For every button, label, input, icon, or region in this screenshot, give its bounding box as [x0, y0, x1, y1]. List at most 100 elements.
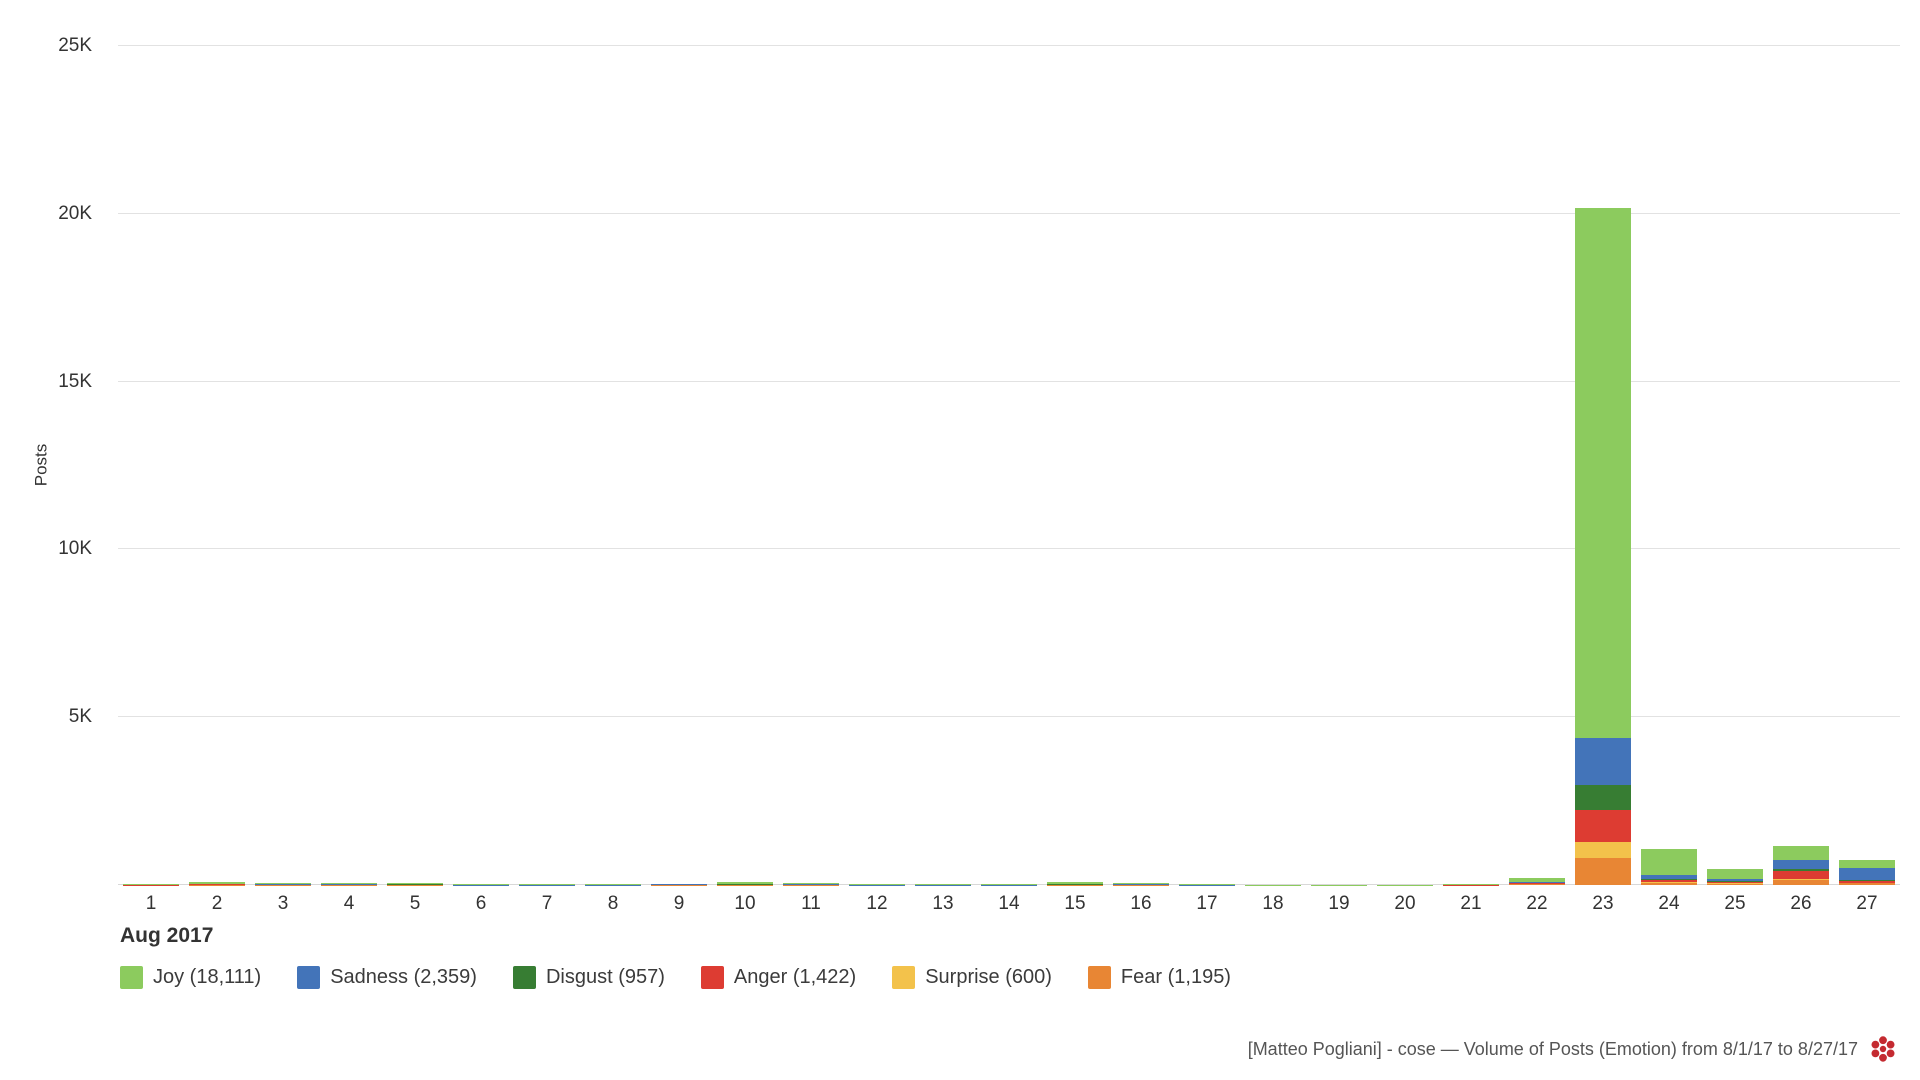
- x-tick-label: 21: [1460, 893, 1482, 914]
- bar-column-1: [118, 46, 184, 885]
- x-tick-label: 24: [1658, 893, 1680, 914]
- bar-segment-fear[interactable]: [1707, 883, 1763, 885]
- bar-segment-joy[interactable]: [1113, 883, 1169, 885]
- bar-column-13: [910, 46, 976, 885]
- bar-segment-disgust[interactable]: [1707, 881, 1763, 882]
- legend-label: Anger (1,422): [733, 966, 857, 988]
- legend-item-sadness[interactable]: Sadness (2,359): [297, 966, 477, 989]
- bar-segment-sadness[interactable]: [1773, 860, 1829, 870]
- bar-segment-disgust[interactable]: [1839, 879, 1895, 881]
- legend-swatch: [120, 966, 143, 989]
- legend-swatch: [700, 966, 724, 989]
- bar-segment-joy[interactable]: [1707, 869, 1763, 879]
- x-axis-group-label: Aug 2017: [120, 924, 214, 947]
- bar-segment-joy[interactable]: [651, 883, 707, 885]
- talkwalker-flower-logo: [1871, 1036, 1895, 1062]
- x-tick-label: 23: [1592, 893, 1614, 914]
- bar-segment-joy[interactable]: [255, 883, 311, 885]
- bar-segment-joy[interactable]: [585, 884, 641, 885]
- bar-column-25: [1702, 46, 1768, 885]
- y-tick-label: 10K: [58, 538, 92, 560]
- legend-item-anger[interactable]: Anger (1,422): [700, 966, 857, 989]
- bar-segment-fear[interactable]: [1575, 858, 1631, 885]
- bar-segment-joy[interactable]: [123, 883, 179, 885]
- bar-column-24: [1636, 46, 1702, 885]
- bar-column-15: [1042, 46, 1108, 885]
- bar-segment-disgust[interactable]: [1773, 869, 1829, 872]
- bar-segment-anger[interactable]: [1707, 882, 1763, 884]
- bar-segment-disgust[interactable]: [1641, 878, 1697, 880]
- bar-segment-anger[interactable]: [1839, 880, 1895, 883]
- bar-segment-surprise[interactable]: [1773, 878, 1829, 880]
- bar-segment-sadness[interactable]: [189, 883, 245, 885]
- bar-segment-joy[interactable]: [1773, 845, 1829, 861]
- bar-segment-joy[interactable]: [387, 882, 443, 884]
- x-tick-label: 3: [277, 893, 289, 914]
- x-tick-label: 14: [998, 893, 1020, 914]
- bar-segment-disgust[interactable]: [1509, 882, 1565, 884]
- bar-segment-anger[interactable]: [1641, 879, 1697, 882]
- bar-segment-sadness[interactable]: [1707, 878, 1763, 882]
- legend-swatch: [892, 966, 916, 989]
- bar-segment-surprise[interactable]: [1641, 881, 1697, 883]
- footer-caption: [Matteo Pogliani] - cose — Volume of Pos…: [1247, 1038, 1858, 1059]
- bar-segment-joy[interactable]: [1641, 848, 1697, 876]
- legend-item-joy[interactable]: Joy (18,111): [120, 966, 261, 989]
- bar-segment-fear[interactable]: [1773, 879, 1829, 885]
- legend-item-disgust[interactable]: Disgust (957): [512, 966, 665, 989]
- legend-item-surprise[interactable]: Surprise (600): [892, 966, 1052, 989]
- bar-segment-joy[interactable]: [717, 882, 773, 885]
- y-tick-label: 20K: [58, 202, 92, 224]
- bar-segment-joy[interactable]: [1047, 882, 1103, 885]
- bar-segment-fear[interactable]: [1641, 882, 1697, 885]
- x-tick-label: 5: [409, 893, 421, 914]
- bar-segment-joy[interactable]: [321, 883, 377, 885]
- bar-segment-joy[interactable]: [189, 881, 245, 884]
- y-axis-title: Posts: [31, 443, 51, 487]
- bar-segment-sadness[interactable]: [1641, 875, 1697, 879]
- x-tick-label: 18: [1262, 893, 1284, 914]
- bar-segment-fear[interactable]: [1839, 883, 1895, 885]
- bar-segment-joy[interactable]: [1509, 877, 1565, 882]
- bar-segment-sadness[interactable]: [1575, 738, 1631, 786]
- legend-label: Joy (18,111): [153, 966, 262, 988]
- bar-column-27: [1834, 46, 1900, 885]
- y-axis: 5K 10K 15K 20K 25K: [0, 35, 106, 885]
- bar-segment-anger[interactable]: [1509, 883, 1565, 885]
- bar-segment-joy[interactable]: [1575, 208, 1631, 739]
- bar-segment-surprise[interactable]: [1839, 882, 1895, 883]
- legend: Joy (18,111) Sadness (2,359) Disgust (957)…: [120, 966, 1231, 989]
- bar-column-11: [778, 46, 844, 885]
- x-tick-label: 4: [343, 893, 355, 914]
- bar-column-10: [712, 46, 778, 885]
- bar-segment-sadness[interactable]: [1839, 867, 1895, 880]
- x-tick-label: 26: [1790, 893, 1812, 914]
- bar-segment-joy[interactable]: [1443, 884, 1499, 885]
- bar-segment-anger[interactable]: [1773, 871, 1829, 879]
- bar-column-26: [1768, 46, 1834, 885]
- bar-segment-joy[interactable]: [783, 883, 839, 885]
- gridline: [118, 548, 1900, 550]
- x-tick-label: 2: [211, 893, 223, 914]
- gridline: [118, 45, 1900, 46]
- x-tick-label: 15: [1064, 893, 1086, 914]
- bar-segment-sadness[interactable]: [1509, 881, 1565, 883]
- bar-segment-surprise[interactable]: [1575, 842, 1631, 859]
- bar-segment-disgust[interactable]: [1575, 785, 1631, 811]
- bar-segment-sadness[interactable]: [387, 883, 443, 885]
- bar-column-20: [1372, 46, 1438, 885]
- bar-column-18: [1240, 46, 1306, 885]
- bar-segment-anger[interactable]: [1575, 810, 1631, 843]
- bar-column-21: [1438, 46, 1504, 885]
- bar-column-12: [844, 46, 910, 885]
- bar-segment-fear[interactable]: [1509, 884, 1565, 885]
- bar-segment-joy[interactable]: [453, 884, 509, 885]
- legend-item-fear[interactable]: Fear (1,195): [1087, 966, 1231, 989]
- gridline: [118, 380, 1900, 382]
- x-tick-label: 13: [932, 893, 954, 914]
- bar-segment-joy[interactable]: [1839, 860, 1895, 868]
- x-tick-label: 22: [1526, 893, 1548, 914]
- bar-segment-surprise[interactable]: [1707, 883, 1763, 884]
- bar-column-3: [250, 46, 316, 885]
- legend-swatch: [297, 966, 321, 989]
